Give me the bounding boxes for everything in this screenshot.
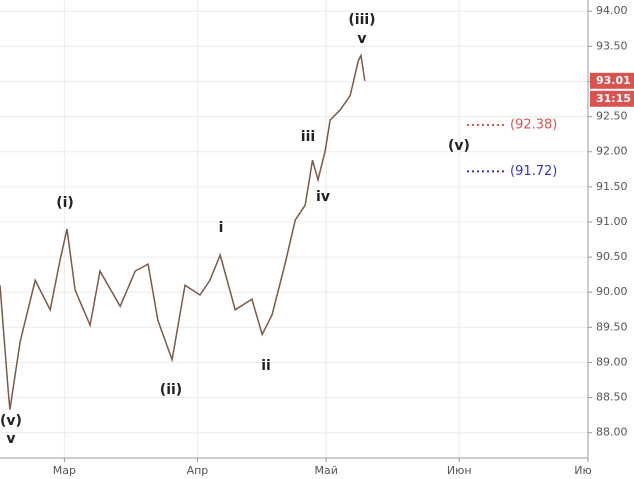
wave-label: iii [301, 129, 315, 145]
y-tick-label: 92.00 [596, 145, 628, 158]
y-tick-label: 91.00 [596, 215, 628, 228]
y-tick-label: 90.00 [596, 285, 628, 298]
last-price-box [590, 72, 634, 89]
y-tick-label: 91.50 [596, 180, 628, 193]
timer-box [590, 90, 634, 107]
wave-label: (ii) [160, 382, 182, 398]
wave-label: ii [261, 358, 271, 374]
wave-label: v [357, 31, 366, 47]
y-tick-label: 93.50 [596, 39, 628, 52]
level-label: (92.38) [510, 118, 557, 133]
y-tick-label: 89.50 [596, 320, 628, 333]
y-tick-label: 88.00 [596, 426, 628, 439]
wave-label: (v) [448, 138, 470, 154]
x-tick-label: Апр [187, 464, 209, 477]
last-price-label: 93.01 [596, 74, 631, 87]
y-tick-label: 88.50 [596, 391, 628, 404]
x-tick-label: Мар [53, 464, 76, 477]
y-tick-label: 94.00 [596, 4, 628, 17]
level-label: (91.72) [510, 164, 557, 179]
wave-label: (iii) [348, 12, 375, 28]
x-tick-label: Июн [447, 464, 472, 477]
y-tick-label: 92.50 [596, 110, 628, 123]
wave-label: (i) [56, 195, 74, 211]
wave-label: (v) [0, 413, 22, 429]
x-tick-label: Ию [574, 464, 592, 477]
timer-label: 31:15 [596, 92, 631, 105]
price-line [0, 53, 366, 410]
y-tick-label: 89.00 [596, 355, 628, 368]
wave-label: v [6, 431, 15, 447]
x-tick-label: Май [314, 464, 337, 477]
wave-label: i [219, 220, 224, 236]
y-tick-label: 90.50 [596, 250, 628, 263]
wave-label: iv [316, 189, 330, 205]
